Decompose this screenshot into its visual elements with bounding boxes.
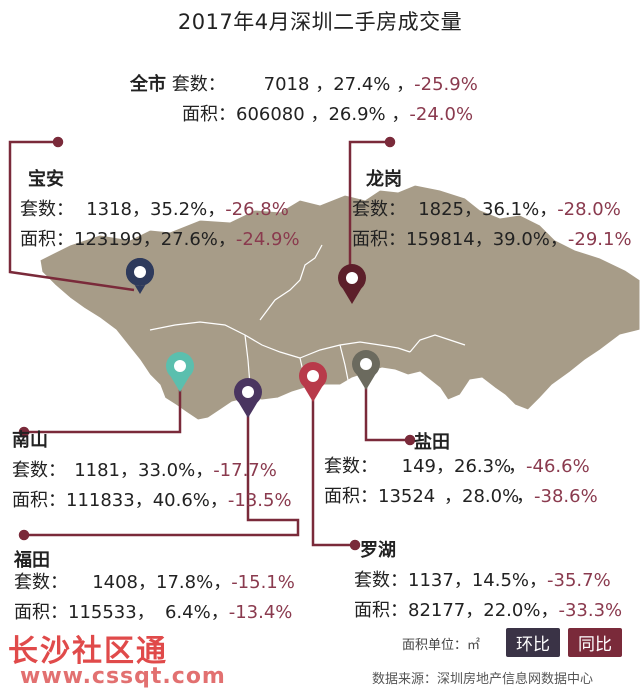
watermark-title: 长沙社区通 [8, 634, 168, 669]
luohu-area-row: 面积：82177，22.0%，-33.3% [354, 600, 623, 621]
total-area-yoy: -24.0% [409, 104, 474, 125]
luohu-area-mom: 22.0% [483, 600, 541, 621]
baoan-sets-mom: 35.2% [150, 199, 208, 220]
sets-label: 套数： [354, 570, 408, 591]
yantian-sets-mom: 26.3% [454, 456, 512, 477]
nanshan-sets-value: 1181 [74, 460, 120, 481]
pin-luohu-icon [299, 362, 327, 402]
pin-nanshan-icon [166, 352, 194, 392]
longgang-sets-value: 1825 [418, 199, 464, 220]
luohu-sets-value: 1137 [408, 570, 454, 591]
yantian-area-yoy: -38.6% [534, 486, 598, 507]
area-label: 面积： [20, 229, 74, 250]
luohu-sets-row: 套数：1137，14.5%，-35.7% [354, 570, 611, 591]
longgang-area-value: 159814 [406, 229, 475, 250]
futian-area-yoy: -13.4% [228, 602, 293, 623]
nanshan-area-value: 111833 [66, 490, 135, 511]
yantian-sets-value: 149 [401, 456, 436, 477]
pin-baoan-icon [125, 258, 154, 294]
futian-area-value: 115533 [68, 602, 137, 623]
futian-sets-yoy: -15.1% [231, 572, 295, 593]
watermark-url: www.cssqt.com [20, 664, 226, 689]
area-label: 面积： [352, 229, 406, 250]
luohu-area-value: 82177 [408, 600, 466, 621]
pin-futian-icon [234, 378, 262, 418]
data-source: 数据来源：深圳房地产信息网数据中心 [372, 672, 594, 687]
yantian-area-row: 面积：13524 ，28.0%，-38.6% [324, 486, 598, 507]
longgang-area-mom: 39.0% [492, 229, 550, 250]
district-name-yantian: 盐田 [414, 432, 450, 453]
futian-sets-mom: 17.8% [156, 572, 214, 593]
total-block: 全市 套数： 7018 ，27.4% ，-25.9% [130, 74, 478, 95]
connector-lines [8, 136, 416, 551]
yantian-sets-yoy: -46.6% [526, 456, 590, 477]
sets-label: 套数： [324, 456, 378, 477]
yantian-area-mom: 28.0% [462, 486, 520, 507]
futian-area-row: 面积：115533， 6.4%，-13.4% [14, 602, 293, 623]
page-title: 2017年4月深圳二手房成交量 [177, 10, 463, 34]
yantian-area-value: 13524 [378, 486, 436, 507]
area-label: 面积： [354, 600, 408, 621]
baoan-area-row: 面积：123199，27.6%，-24.9% [20, 229, 300, 250]
area-label: 面积： [324, 486, 378, 507]
district-name-longgang: 龙岗 [366, 169, 402, 190]
baoan-area-value: 123199 [74, 229, 143, 250]
total-sets-value: 7018 [263, 74, 310, 95]
futian-sets-value: 1408 [92, 572, 138, 593]
baoan-sets-yoy: -26.8% [225, 199, 289, 220]
nanshan-area-yoy: -13.5% [227, 490, 292, 511]
sets-label: 套数： [171, 74, 226, 95]
nanshan-area-row: 面积：111833，40.6%，-13.5% [12, 490, 292, 511]
area-label: 面积： [182, 104, 236, 125]
nanshan-sets-row: 套数： 1181，33.0%，-17.7% [12, 460, 277, 481]
longgang-area-yoy: -29.1% [567, 229, 632, 250]
total-name: 全市 [130, 74, 166, 95]
futian-sets-row: 套数： 1408，17.8%，-15.1% [14, 572, 295, 593]
total-area-mom: 26.9% [328, 104, 386, 125]
luohu-sets-yoy: -35.7% [547, 570, 611, 591]
total-sets-yoy: -25.9% [414, 74, 478, 95]
sets-label: 套数： [14, 572, 68, 593]
sets-label: 套数： [20, 199, 74, 220]
legend-mom-badge: 环比 [506, 628, 560, 657]
legend-yoy-badge: 同比 [568, 628, 622, 657]
area-label: 面积： [12, 490, 66, 511]
nanshan-sets-mom: 33.0% [138, 460, 196, 481]
pin-yantian-icon [352, 350, 380, 390]
sets-label: 套数： [12, 460, 66, 481]
nanshan-area-mom: 40.6% [152, 490, 210, 511]
total-area-value: 606080 [236, 104, 305, 125]
luohu-sets-mom: 14.5% [471, 570, 529, 591]
yantian-sets-row: 套数： 149，26.3%，-46.6% [324, 456, 590, 477]
district-name-futian: 福田 [14, 550, 50, 571]
district-name-nanshan: 南山 [12, 430, 48, 451]
longgang-sets-yoy: -28.0% [557, 199, 621, 220]
longgang-sets-row: 套数： 1825，36.1%，-28.0% [352, 199, 621, 220]
baoan-area-yoy: -24.9% [235, 229, 300, 250]
total-sets-mom: 27.4% [333, 74, 391, 95]
longgang-area-row: 面积：159814，39.0%，-29.1% [352, 229, 632, 250]
longgang-sets-mom: 36.1% [482, 199, 540, 220]
baoan-area-mom: 27.6% [160, 229, 218, 250]
luohu-area-yoy: -33.3% [558, 600, 623, 621]
baoan-sets-value: 1318 [86, 199, 132, 220]
baoan-sets-row: 套数： 1318，35.2%，-26.8% [20, 199, 289, 220]
district-name-baoan: 宝安 [28, 169, 64, 190]
nanshan-sets-yoy: -17.7% [213, 460, 277, 481]
total-area-row: 面积：606080 ，26.9% ，-24.0% [182, 104, 474, 125]
futian-area-mom: 6.4% [164, 602, 211, 623]
sets-label: 套数： [352, 199, 406, 220]
pin-longgang-icon [338, 264, 366, 304]
district-name-luohu: 罗湖 [360, 540, 396, 561]
area-label: 面积： [14, 602, 68, 623]
area-unit-note: 面积单位：㎡ [402, 638, 481, 653]
